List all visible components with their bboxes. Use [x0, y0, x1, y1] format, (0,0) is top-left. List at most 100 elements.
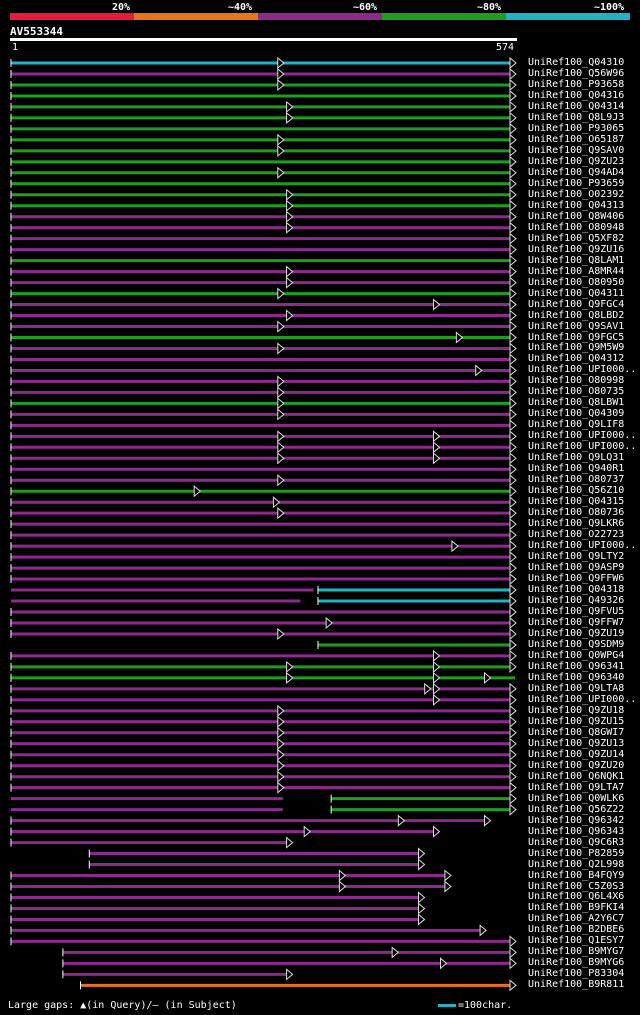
hit-label[interactable]: UniRef100_Q6NQK1: [528, 770, 625, 782]
hit-label[interactable]: UniRef100_B2DBE6: [528, 924, 625, 936]
hit-label[interactable]: UniRef100_Q9ZU13: [528, 737, 625, 749]
hit-label[interactable]: UniRef100_Q96340: [528, 671, 625, 683]
hit-label[interactable]: UniRef100_Q9M5W9: [528, 342, 625, 354]
hit-label[interactable]: UniRef100_Q9LQ31: [528, 452, 625, 464]
hit-label[interactable]: UniRef100_Q9SAV1: [528, 320, 625, 332]
hit-label[interactable]: UniRef100_P93658: [528, 78, 625, 90]
hit-label[interactable]: UniRef100_B9R811: [528, 979, 625, 991]
hit-label[interactable]: UniRef100_Q9ZU19: [528, 627, 625, 639]
hit-arrow-marker: [440, 957, 448, 970]
hit-label[interactable]: UniRef100_Q04316: [528, 89, 625, 101]
hit-label[interactable]: UniRef100_Q5XF82: [528, 232, 625, 244]
hit-label[interactable]: UniRef100_Q8W406: [528, 210, 625, 222]
hit-label[interactable]: UniRef100_UPI000..: [528, 441, 637, 453]
hit-label[interactable]: UniRef100_O80737: [528, 474, 625, 486]
hit-label[interactable]: UniRef100_Q9FFW7: [528, 616, 625, 628]
hit-label[interactable]: UniRef100_B9MYG7: [528, 946, 625, 958]
hit-label[interactable]: UniRef100_Q0WPG4: [528, 649, 625, 661]
hit-label[interactable]: UniRef100_Q9LIF8: [528, 419, 625, 431]
hit-label[interactable]: UniRef100_Q9ASP9: [528, 562, 625, 574]
hit-label[interactable]: UniRef100_Q56W96: [528, 67, 625, 79]
hit-arrow-marker: [509, 682, 517, 695]
hit-label[interactable]: UniRef100_Q2L998: [528, 858, 625, 870]
hit-label[interactable]: UniRef100_Q8LBW1: [528, 397, 625, 409]
legend-label-80: ~80%: [477, 2, 502, 13]
hit-label[interactable]: UniRef100_A8MR44: [528, 265, 625, 277]
hit-label[interactable]: UniRef100_C5Z0S3: [528, 880, 625, 892]
hit-label[interactable]: UniRef100_P83304: [528, 968, 625, 980]
hit-label[interactable]: UniRef100_Q04314: [528, 100, 625, 112]
hit-label[interactable]: UniRef100_O80998: [528, 375, 625, 387]
hit-label[interactable]: UniRef100_Q9FFW6: [528, 573, 625, 585]
hit-label[interactable]: UniRef100_O80736: [528, 507, 625, 519]
hit-label[interactable]: UniRef100_B9FKI4: [528, 902, 625, 914]
hit-label[interactable]: UniRef100_UPI000..: [528, 693, 637, 705]
hit-label[interactable]: UniRef100_Q04311: [528, 287, 625, 299]
hit-arrow-marker: [418, 847, 426, 860]
hit-label[interactable]: UniRef100_P93065: [528, 122, 625, 134]
hit-label[interactable]: UniRef100_Q04313: [528, 199, 625, 211]
hit-label[interactable]: UniRef100_Q96343: [528, 825, 625, 837]
hit-label[interactable]: UniRef100_Q9ZU15: [528, 715, 625, 727]
hit-label[interactable]: UniRef100_B9MYG6: [528, 957, 625, 969]
hit-arrow-marker: [286, 968, 294, 981]
hit-label[interactable]: UniRef100_Q9FGC5: [528, 331, 625, 343]
scale-bar: =100char.: [438, 1000, 512, 1011]
hit-label[interactable]: UniRef100_B4FQY9: [528, 869, 625, 881]
hit-label[interactable]: UniRef100_Q9LTA8: [528, 682, 625, 694]
hit-label[interactable]: UniRef100_Q9LTY2: [528, 551, 625, 563]
hit-label[interactable]: UniRef100_P93659: [528, 177, 625, 189]
hit-label[interactable]: UniRef100_Q9ZU23: [528, 155, 625, 167]
hit-label[interactable]: UniRef100_Q9ZU18: [528, 704, 625, 716]
hit-label[interactable]: UniRef100_Q49326: [528, 595, 625, 607]
hit-label[interactable]: UniRef100_Q04309: [528, 408, 625, 420]
hit-arrow-marker: [277, 67, 285, 81]
hit-label[interactable]: UniRef100_Q56Z10: [528, 485, 625, 497]
hit-arrow-marker: [277, 452, 285, 465]
hit-label[interactable]: UniRef100_Q04312: [528, 353, 625, 365]
hit-label[interactable]: UniRef100_Q9C6R3: [528, 836, 625, 848]
hit-label[interactable]: UniRef100_Q56Z22: [528, 803, 625, 815]
hit-label[interactable]: UniRef100_Q940R1: [528, 463, 625, 475]
hit-arrow-marker: [424, 682, 432, 695]
hit-label[interactable]: UniRef100_Q96341: [528, 660, 625, 672]
hit-label[interactable]: UniRef100_Q9ZU16: [528, 243, 625, 255]
hit-label[interactable]: UniRef100_Q04318: [528, 584, 625, 596]
hit-label[interactable]: UniRef100_Q8GWI7: [528, 726, 625, 738]
hit-label[interactable]: UniRef100_Q94AD4: [528, 166, 625, 178]
hit-label[interactable]: UniRef100_Q8L9J3: [528, 111, 625, 123]
hit-label[interactable]: UniRef100_O80948: [528, 221, 625, 233]
hit-arrow-marker: [509, 715, 517, 728]
hit-label[interactable]: UniRef100_A2Y6C7: [528, 913, 625, 925]
hit-label[interactable]: UniRef100_O80735: [528, 386, 625, 398]
hit-label[interactable]: UniRef100_O22723: [528, 529, 625, 541]
hit-label[interactable]: UniRef100_Q6L4X6: [528, 891, 625, 903]
hit-label[interactable]: UniRef100_O80950: [528, 276, 625, 288]
hit-label[interactable]: UniRef100_UPI000..: [528, 364, 637, 376]
hit-label[interactable]: UniRef100_Q04315: [528, 496, 625, 508]
hit-arrow-marker: [509, 704, 517, 717]
hit-label[interactable]: UniRef100_Q8LAM1: [528, 254, 625, 266]
hit-label[interactable]: UniRef100_O02392: [528, 188, 625, 200]
hit-label[interactable]: UniRef100_P82859: [528, 847, 625, 859]
hit-label[interactable]: UniRef100_Q9ZU20: [528, 759, 625, 771]
hit-label[interactable]: UniRef100_Q9LKR6: [528, 518, 625, 530]
hit-label[interactable]: UniRef100_Q96342: [528, 814, 625, 826]
hit-label[interactable]: UniRef100_UPI000..: [528, 430, 637, 442]
hit-arrow-marker: [509, 144, 517, 157]
hit-arrow-marker: [509, 759, 517, 772]
hit-label[interactable]: UniRef100_Q9ZU14: [528, 748, 625, 760]
hit-label[interactable]: UniRef100_Q9SDM9: [528, 638, 625, 650]
hit-label[interactable]: UniRef100_Q1ESY7: [528, 935, 625, 947]
hit-label[interactable]: UniRef100_UPI000..: [528, 540, 637, 552]
hit-arrow-marker: [432, 682, 441, 695]
hit-label[interactable]: UniRef100_Q9SAV0: [528, 144, 625, 156]
hit-arrow-marker: [509, 660, 517, 673]
hit-label[interactable]: UniRef100_Q8LBD2: [528, 309, 625, 321]
hit-label[interactable]: UniRef100_Q0WLK6: [528, 792, 625, 804]
hit-label[interactable]: UniRef100_Q9FVU5: [528, 606, 625, 617]
hit-label[interactable]: UniRef100_Q9FGC4: [528, 298, 625, 310]
hit-label[interactable]: UniRef100_O65187: [528, 133, 625, 145]
hit-label[interactable]: UniRef100_Q04310: [528, 57, 625, 68]
hit-label[interactable]: UniRef100_Q9LTA7: [528, 781, 625, 793]
